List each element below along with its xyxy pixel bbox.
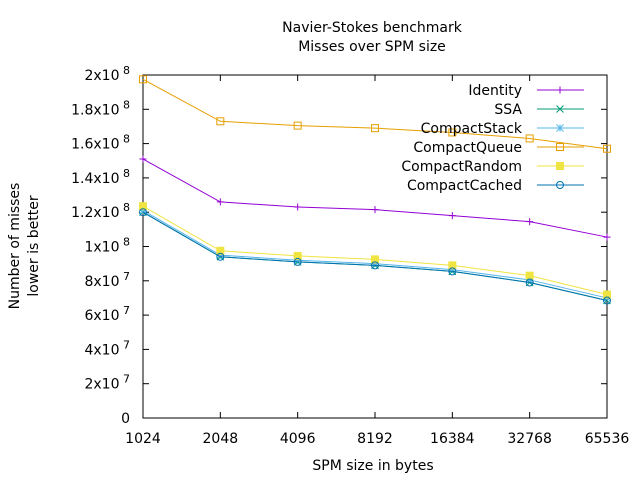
data-point — [216, 252, 225, 261]
data-point — [371, 124, 379, 133]
y-tick-label: 2x10 8 — [84, 64, 130, 84]
series-compactcached — [139, 208, 611, 305]
y-tick-label: 6x10 7 — [84, 304, 130, 324]
data-point — [525, 134, 534, 143]
legend-label: CompactStack — [421, 121, 523, 137]
chart-title: Navier-Stokes benchmark — [282, 20, 463, 36]
series-line — [142, 158, 608, 238]
data-point — [448, 128, 457, 137]
data-point — [525, 278, 534, 287]
legend-label: SSA — [494, 102, 522, 118]
y-axis: 0 2x10 7 4x10 7 6x10 7 8x10 7 1x10 8 1.2x10 8 1… — [71, 64, 607, 427]
data-point — [294, 203, 302, 211]
data-point — [525, 276, 534, 284]
legend-label: CompactCached — [407, 178, 522, 194]
y-axis-label-line: lower is better — [26, 195, 42, 296]
data-point — [293, 251, 302, 260]
legend-label: Identity — [468, 83, 522, 99]
x-tick-label: 16384 — [430, 431, 475, 447]
data-point — [603, 144, 611, 153]
data-point — [556, 181, 564, 189]
data-point — [139, 206, 147, 215]
data-point — [293, 121, 302, 130]
y-axis-label-line: Number of misses — [7, 183, 23, 310]
data-point — [603, 296, 611, 305]
legend-item: CompactStack — [421, 121, 584, 137]
data-point — [556, 105, 564, 113]
chart-subtitle: Misses over SPM size — [298, 39, 446, 55]
data-point — [556, 124, 564, 132]
data-point — [448, 261, 457, 270]
x-tick-label: 65536 — [585, 431, 630, 447]
x-axis-label: SPM size in bytes — [312, 458, 433, 474]
y-tick-label: 2x10 7 — [84, 373, 130, 393]
legend-label: CompactQueue — [413, 140, 522, 156]
data-point — [139, 75, 147, 84]
data-point — [216, 198, 224, 206]
legend-item: CompactCached — [407, 178, 584, 194]
data-point — [556, 162, 564, 170]
data-point — [371, 255, 379, 264]
data-point — [448, 267, 457, 276]
x-tick-label: 1024 — [125, 431, 161, 447]
data-point — [556, 86, 564, 94]
y-tick-label: 4x10 7 — [84, 338, 130, 358]
data-point — [525, 271, 534, 280]
legend: Identity SSA CompactStack CompactQueue Compa… — [401, 83, 584, 194]
legend-label: CompactRandom — [401, 159, 522, 175]
legend-item: CompactQueue — [413, 140, 584, 156]
data-point — [293, 257, 302, 266]
series-compactqueue — [139, 75, 611, 153]
y-tick-label: 1.6x10 8 — [71, 133, 130, 153]
x-tick-label: 2048 — [203, 431, 239, 447]
legend-item: SSA — [494, 102, 584, 118]
series-line — [142, 211, 608, 302]
data-point — [293, 256, 302, 265]
data-point — [448, 212, 456, 220]
y-axis-label: Number of misses lower is better — [7, 183, 42, 310]
data-point — [448, 265, 457, 274]
data-point — [371, 206, 379, 214]
y-tick-label: 1.4x10 8 — [71, 167, 130, 187]
data-point — [603, 233, 611, 241]
data-point — [556, 143, 564, 151]
data-point — [526, 218, 534, 226]
legend-item: Identity — [468, 83, 584, 99]
data-point — [139, 155, 147, 163]
y-tick-label: 8x10 7 — [84, 270, 130, 290]
data-point — [371, 261, 379, 270]
data-point — [371, 259, 379, 268]
y-tick-label: 0 — [121, 411, 130, 427]
series-identity — [139, 155, 611, 241]
data-point — [216, 117, 225, 126]
series-layer — [139, 75, 611, 305]
data-point — [139, 208, 147, 217]
y-tick-label: 1.2x10 8 — [71, 201, 130, 221]
series-compactstack — [139, 206, 611, 302]
data-point — [216, 246, 225, 255]
x-tick-label: 8192 — [357, 431, 393, 447]
data-point — [139, 202, 147, 211]
x-tick-label: 4096 — [280, 431, 316, 447]
series-line — [142, 78, 608, 150]
x-tick-label: 32768 — [507, 431, 552, 447]
data-point — [603, 290, 611, 299]
x-axis: 1024 2048 4096 8192 16384 32768 65536 — [125, 75, 629, 447]
series-compactrandom — [139, 202, 611, 299]
y-tick-label: 1x10 8 — [84, 236, 130, 256]
y-tick-label: 1.8x10 8 — [71, 98, 130, 118]
data-point — [216, 251, 225, 259]
legend-item: CompactRandom — [401, 159, 584, 175]
